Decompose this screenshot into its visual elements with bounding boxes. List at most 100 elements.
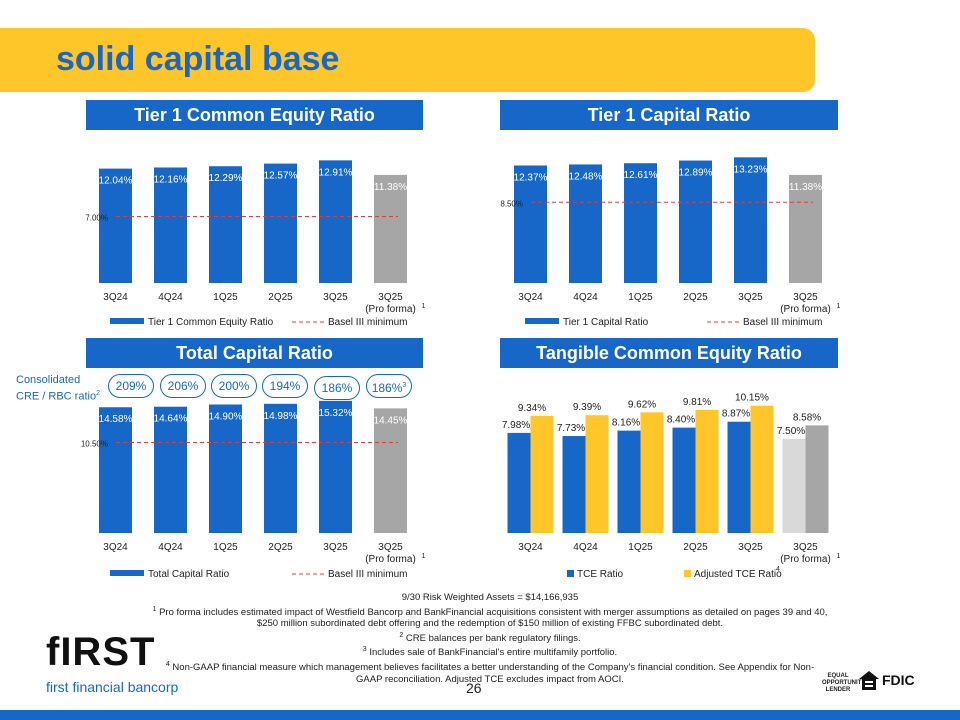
chart1-bar-0 [99, 168, 132, 283]
footnote-3-sup: 3 [362, 646, 367, 654]
equal-line3: LENDER [825, 687, 851, 693]
footnote-rwa: 9/30 Risk Weighted Assets = $14,166,935 [401, 592, 579, 603]
chart3-x-tick-2: 1Q25 [213, 542, 238, 553]
chart1-x-tick-2: 1Q25 [213, 292, 238, 303]
chart2-bar-3 [679, 160, 712, 283]
chart4-adj-tce-bar-1 [585, 415, 609, 533]
chart2-data-label-4: 13.23% [734, 164, 768, 175]
page-title: solid capital base [56, 40, 340, 78]
chart3-x-tick-0: 3Q24 [103, 542, 128, 553]
chart1-basel-label: 7.00% [85, 214, 108, 223]
chart4-x-tick-sup-5: 1 [837, 553, 841, 560]
chart1-legend-swatch [110, 318, 144, 324]
chart4-adj-tce-bar-0 [530, 415, 554, 533]
footnote-4b: GAAP reconciliation. Adjusted TCE exclud… [356, 673, 624, 685]
chart3-bar-1 [154, 406, 187, 533]
chart4-x-tick-5: 3Q25 [793, 542, 818, 553]
chart4-tce-label-5: 7.50% [777, 426, 805, 437]
title-banner: solid capital base [0, 28, 815, 92]
chart4-adj-tce-label-1: 9.39% [573, 402, 601, 413]
footnote-4-text: Non-GAAP financial measure which managem… [169, 662, 815, 674]
footnote-1-text: Pro forma includes estimated impact of W… [156, 606, 828, 618]
chart2-data-label-0: 12.37% [514, 172, 548, 183]
chart4-legend-adj: Adjusted TCE Ratio [694, 569, 782, 580]
chart1-data-label-0: 12.04% [99, 176, 133, 187]
equal-opportunity-badge: EQUAL OPPORTUNITY LENDER [822, 673, 865, 694]
chart1-data-label-5: 11.38% [374, 182, 407, 193]
chart1-x-tick-sup-5: 1 [422, 303, 426, 310]
chart2-x-tick-sub-5: (Pro forma) [780, 304, 831, 315]
chart1-header: Tier 1 Common Equity Ratio [86, 100, 423, 130]
chart3-header: Total Capital Ratio [86, 338, 423, 368]
chart4-adj-tce-bar-4 [750, 405, 774, 533]
chart4-legend-tce: TCE Ratio [577, 569, 624, 580]
footnote-1b: $250 million subordinated debt offering … [256, 618, 724, 630]
chart3-basel-label: 10.50% [81, 439, 108, 448]
cre-pill-proforma-value: 186% [371, 381, 403, 395]
chart4-x-tick-0: 3Q24 [518, 542, 543, 553]
chart1-bar-4 [319, 160, 352, 283]
cre-label-sup: 2 [96, 390, 100, 397]
chart2-legend-series: Tier 1 Capital Ratio [563, 317, 649, 328]
cre-pill-3q24: 209% [108, 374, 154, 398]
footnote-1-sup: 1 [152, 605, 157, 613]
chart3-x-tick-sub-5: (Pro forma) [365, 554, 416, 565]
footnotes: 9/30 Risk Weighted Assets = $14,166,935 … [110, 592, 870, 685]
chart4-tce-label-3: 8.40% [667, 415, 695, 426]
chart4-adj-tce-label-0: 9.34% [518, 403, 546, 414]
cre-pill-2q25: 194% [262, 374, 308, 398]
cre-pill-1q25: 200% [211, 374, 257, 398]
chart1-data-label-4: 12.91% [319, 167, 353, 178]
equal-line2: OPPORTUNITY [822, 680, 866, 686]
chart2-bar-4 [734, 157, 767, 283]
chart2-data-label-1: 12.48% [569, 171, 603, 182]
chart3-legend-basel: Basel III minimum [328, 569, 407, 580]
chart4-tce-bar-1 [562, 436, 586, 533]
chart1-bar-3 [264, 163, 297, 283]
equal-line1: EQUAL [827, 673, 849, 679]
chart2-header: Tier 1 Capital Ratio [500, 100, 838, 130]
equal-housing-icon [859, 671, 879, 690]
chart4-tce-label-0: 7.98% [502, 420, 530, 431]
chart2-bar-5 [789, 174, 822, 283]
chart1-bar-1 [154, 167, 187, 283]
bottom-bar [0, 710, 960, 720]
chart3-bar-4 [319, 400, 352, 533]
chart4-header: Tangible Common Equity Ratio [500, 338, 838, 368]
chart3-bar-5 [374, 408, 407, 533]
chart1-x-tick-5: 3Q25 [378, 292, 403, 303]
chart2-bar-2 [624, 163, 657, 283]
cre-label-line1: Consolidated [16, 374, 81, 386]
cre-pill-4q24: 206% [160, 374, 206, 398]
chart4-tce-bar-5 [782, 438, 806, 533]
company-logo: fIRST [46, 630, 156, 674]
cre-pill-3q25-proforma: 186%3 [366, 374, 412, 398]
cre-label-line2: CRE / RBC ratio [16, 390, 97, 403]
chart4-adj-tce-label-2: 9.62% [628, 399, 656, 410]
chart1-x-tick-3: 2Q25 [268, 292, 293, 303]
chart1-data-label-1: 12.16% [154, 174, 188, 185]
chart3-bar-2 [209, 404, 242, 533]
page-number: 26 [466, 680, 482, 696]
cre-ratio-label: Consolidated CRE / RBC ratio2 [16, 373, 100, 404]
chart2-x-tick-0: 3Q24 [518, 292, 543, 303]
chart3-x-tick-4: 3Q25 [323, 542, 348, 553]
chart3-data-label-4: 15.32% [319, 408, 353, 419]
chart4-tce-label-2: 8.16% [612, 418, 640, 429]
chart3-x-tick-1: 4Q24 [158, 542, 183, 553]
chart2-x-tick-3: 2Q25 [683, 292, 708, 303]
chart3-x-tick-sup-5: 1 [422, 553, 426, 560]
chart4-legend-swatch-adj [684, 570, 691, 577]
chart1-bar-5 [374, 174, 407, 283]
chart4-tce-label-4: 8.87% [722, 409, 750, 420]
chart4-adj-tce-bar-5 [805, 425, 829, 533]
chart2-basel-label: 8.50% [500, 199, 523, 208]
cre-pill-3q25: 186% [314, 376, 360, 400]
chart1-data-label-3: 12.57% [264, 171, 298, 182]
chart2-bar-1 [569, 164, 602, 283]
footnote-2: 2 CRE balances per bank regulatory filin… [110, 630, 870, 645]
chart1-x-tick-1: 4Q24 [158, 292, 183, 303]
chart2-x-tick-5: 3Q25 [793, 292, 818, 303]
chart3-bar-0 [99, 407, 132, 533]
chart1-bar-2 [209, 166, 242, 283]
